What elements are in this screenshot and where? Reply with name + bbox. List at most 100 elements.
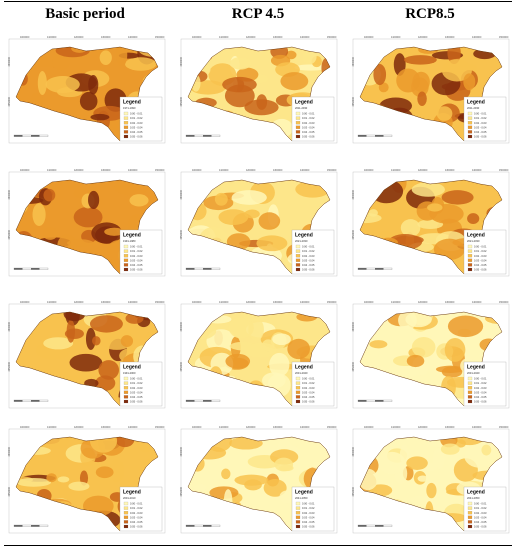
legend-swatch	[295, 116, 301, 120]
drought-zone	[124, 57, 157, 71]
drought-zone	[199, 227, 229, 251]
legend-swatch	[467, 399, 473, 404]
drought-zone	[63, 312, 86, 322]
legend-swatch	[123, 390, 129, 394]
x-tick-label: 4000000	[364, 301, 374, 304]
drought-zone	[223, 249, 234, 265]
legend-swatch	[467, 386, 473, 390]
scale-bar	[357, 267, 393, 270]
drought-zone	[69, 353, 103, 372]
x-tick-label: 4300000	[101, 301, 111, 304]
drought-zone	[263, 479, 287, 497]
legend-range-label: 0.00 - 0.01	[302, 245, 315, 249]
drought-zone	[30, 122, 66, 135]
drought-zone	[244, 209, 260, 219]
drought-zone	[66, 239, 94, 247]
legend-swatch	[295, 263, 301, 267]
drought-map: 4000000 4100000 4200000 4300000 4400000 45000…	[180, 301, 338, 409]
drought-zone	[417, 219, 444, 229]
legend-title: Legend	[295, 490, 313, 496]
legend-range-label: 0.02 - 0.03	[130, 254, 143, 258]
legend-swatch	[295, 390, 301, 394]
legend-swatch	[295, 111, 301, 116]
legend-range-label: 0.02 - 0.03	[302, 386, 315, 390]
legend-range-label: 0.05 - 0.06	[474, 135, 487, 139]
x-tick-label: 4500000	[499, 36, 509, 39]
drought-map: 4000000 4100000 4200000 4300000 4400000 45000…	[180, 426, 338, 534]
legend-range-label: 0.00 - 0.01	[474, 245, 487, 249]
legend-swatch	[467, 376, 473, 381]
x-tick-label: 4500000	[499, 169, 509, 172]
legend-swatch	[123, 249, 129, 253]
drought-zone	[193, 483, 207, 492]
x-tick-label: 4500000	[155, 301, 165, 304]
scale-bar	[357, 524, 393, 527]
x-tick-label: 4200000	[246, 36, 256, 39]
drought-zone	[368, 209, 378, 217]
drought-zone	[417, 475, 428, 482]
legend-swatch	[467, 254, 473, 258]
drought-zone	[210, 130, 232, 138]
legend-period: 2001-2010	[123, 496, 136, 500]
legend-swatch	[123, 125, 129, 129]
legend-title: Legend	[123, 365, 141, 371]
drought-zone	[228, 317, 254, 339]
drought-zone	[114, 180, 149, 196]
x-tick-label: 4400000	[128, 36, 138, 39]
legend-title: Legend	[467, 233, 485, 239]
drought-zone	[417, 91, 427, 106]
drought-zone	[99, 50, 112, 65]
legend-swatch	[295, 249, 301, 253]
drought-zone	[188, 103, 205, 112]
legend-range-label: 0.00 - 0.01	[302, 377, 315, 381]
map-panel-r3-c2: 4000000 4100000 4200000 4300000 4400000 45000…	[180, 300, 338, 420]
legend-range-label: 0.05 - 0.06	[130, 525, 143, 529]
x-tick-label: 4300000	[273, 426, 283, 429]
x-tick-label: 4400000	[300, 301, 310, 304]
legend-range-label: 0.05 - 0.06	[130, 268, 143, 272]
x-tick-label: 4100000	[219, 169, 229, 172]
legend-range-label: 0.00 - 0.01	[474, 377, 487, 381]
y-tick-label: 3900000	[180, 322, 183, 332]
legend-swatch	[123, 254, 129, 258]
drought-zone	[45, 76, 80, 94]
drought-zone	[16, 230, 34, 252]
legend-range-label: 0.03 - 0.04	[302, 125, 315, 129]
scale-bar	[13, 134, 49, 137]
drought-zone	[16, 257, 41, 274]
drought-zone	[18, 241, 53, 254]
legend-range-label: 0.04 - 0.05	[474, 263, 487, 267]
legend-range-label: 0.03 - 0.04	[474, 515, 487, 519]
legend-swatch	[123, 116, 129, 120]
drought-zone	[32, 203, 46, 227]
drought-map: 4000000 4100000 4200000 4300000 4400000 45000…	[352, 169, 510, 277]
map-panel-r3-c1: 4000000 4100000 4200000 4300000 4400000 45000…	[8, 300, 166, 420]
drought-zone	[16, 196, 44, 205]
drought-zone	[244, 99, 279, 116]
legend-title: Legend	[123, 233, 141, 239]
y-tick-label: 3950000	[352, 487, 355, 497]
drought-zone	[221, 468, 231, 480]
legend-range-label: 0.03 - 0.04	[474, 258, 487, 262]
scale-bar	[357, 134, 393, 137]
drought-zone	[421, 127, 440, 137]
scale-bar	[357, 399, 393, 402]
x-tick-label: 4400000	[128, 169, 138, 172]
x-tick-label: 4100000	[219, 36, 229, 39]
drought-zone	[88, 190, 100, 210]
drought-map: 4000000 4100000 4200000 4300000 4400000 45000…	[352, 36, 510, 144]
y-tick-label: 3950000	[352, 230, 355, 240]
drought-zone	[120, 335, 134, 347]
legend-swatch	[123, 501, 129, 506]
drought-zone	[270, 118, 294, 138]
drought-zone	[71, 47, 88, 53]
drought-zone	[116, 47, 128, 67]
drought-zone	[280, 72, 309, 91]
drought-zone	[369, 180, 404, 204]
drought-zone	[214, 390, 251, 400]
x-tick-label: 4200000	[74, 301, 84, 304]
